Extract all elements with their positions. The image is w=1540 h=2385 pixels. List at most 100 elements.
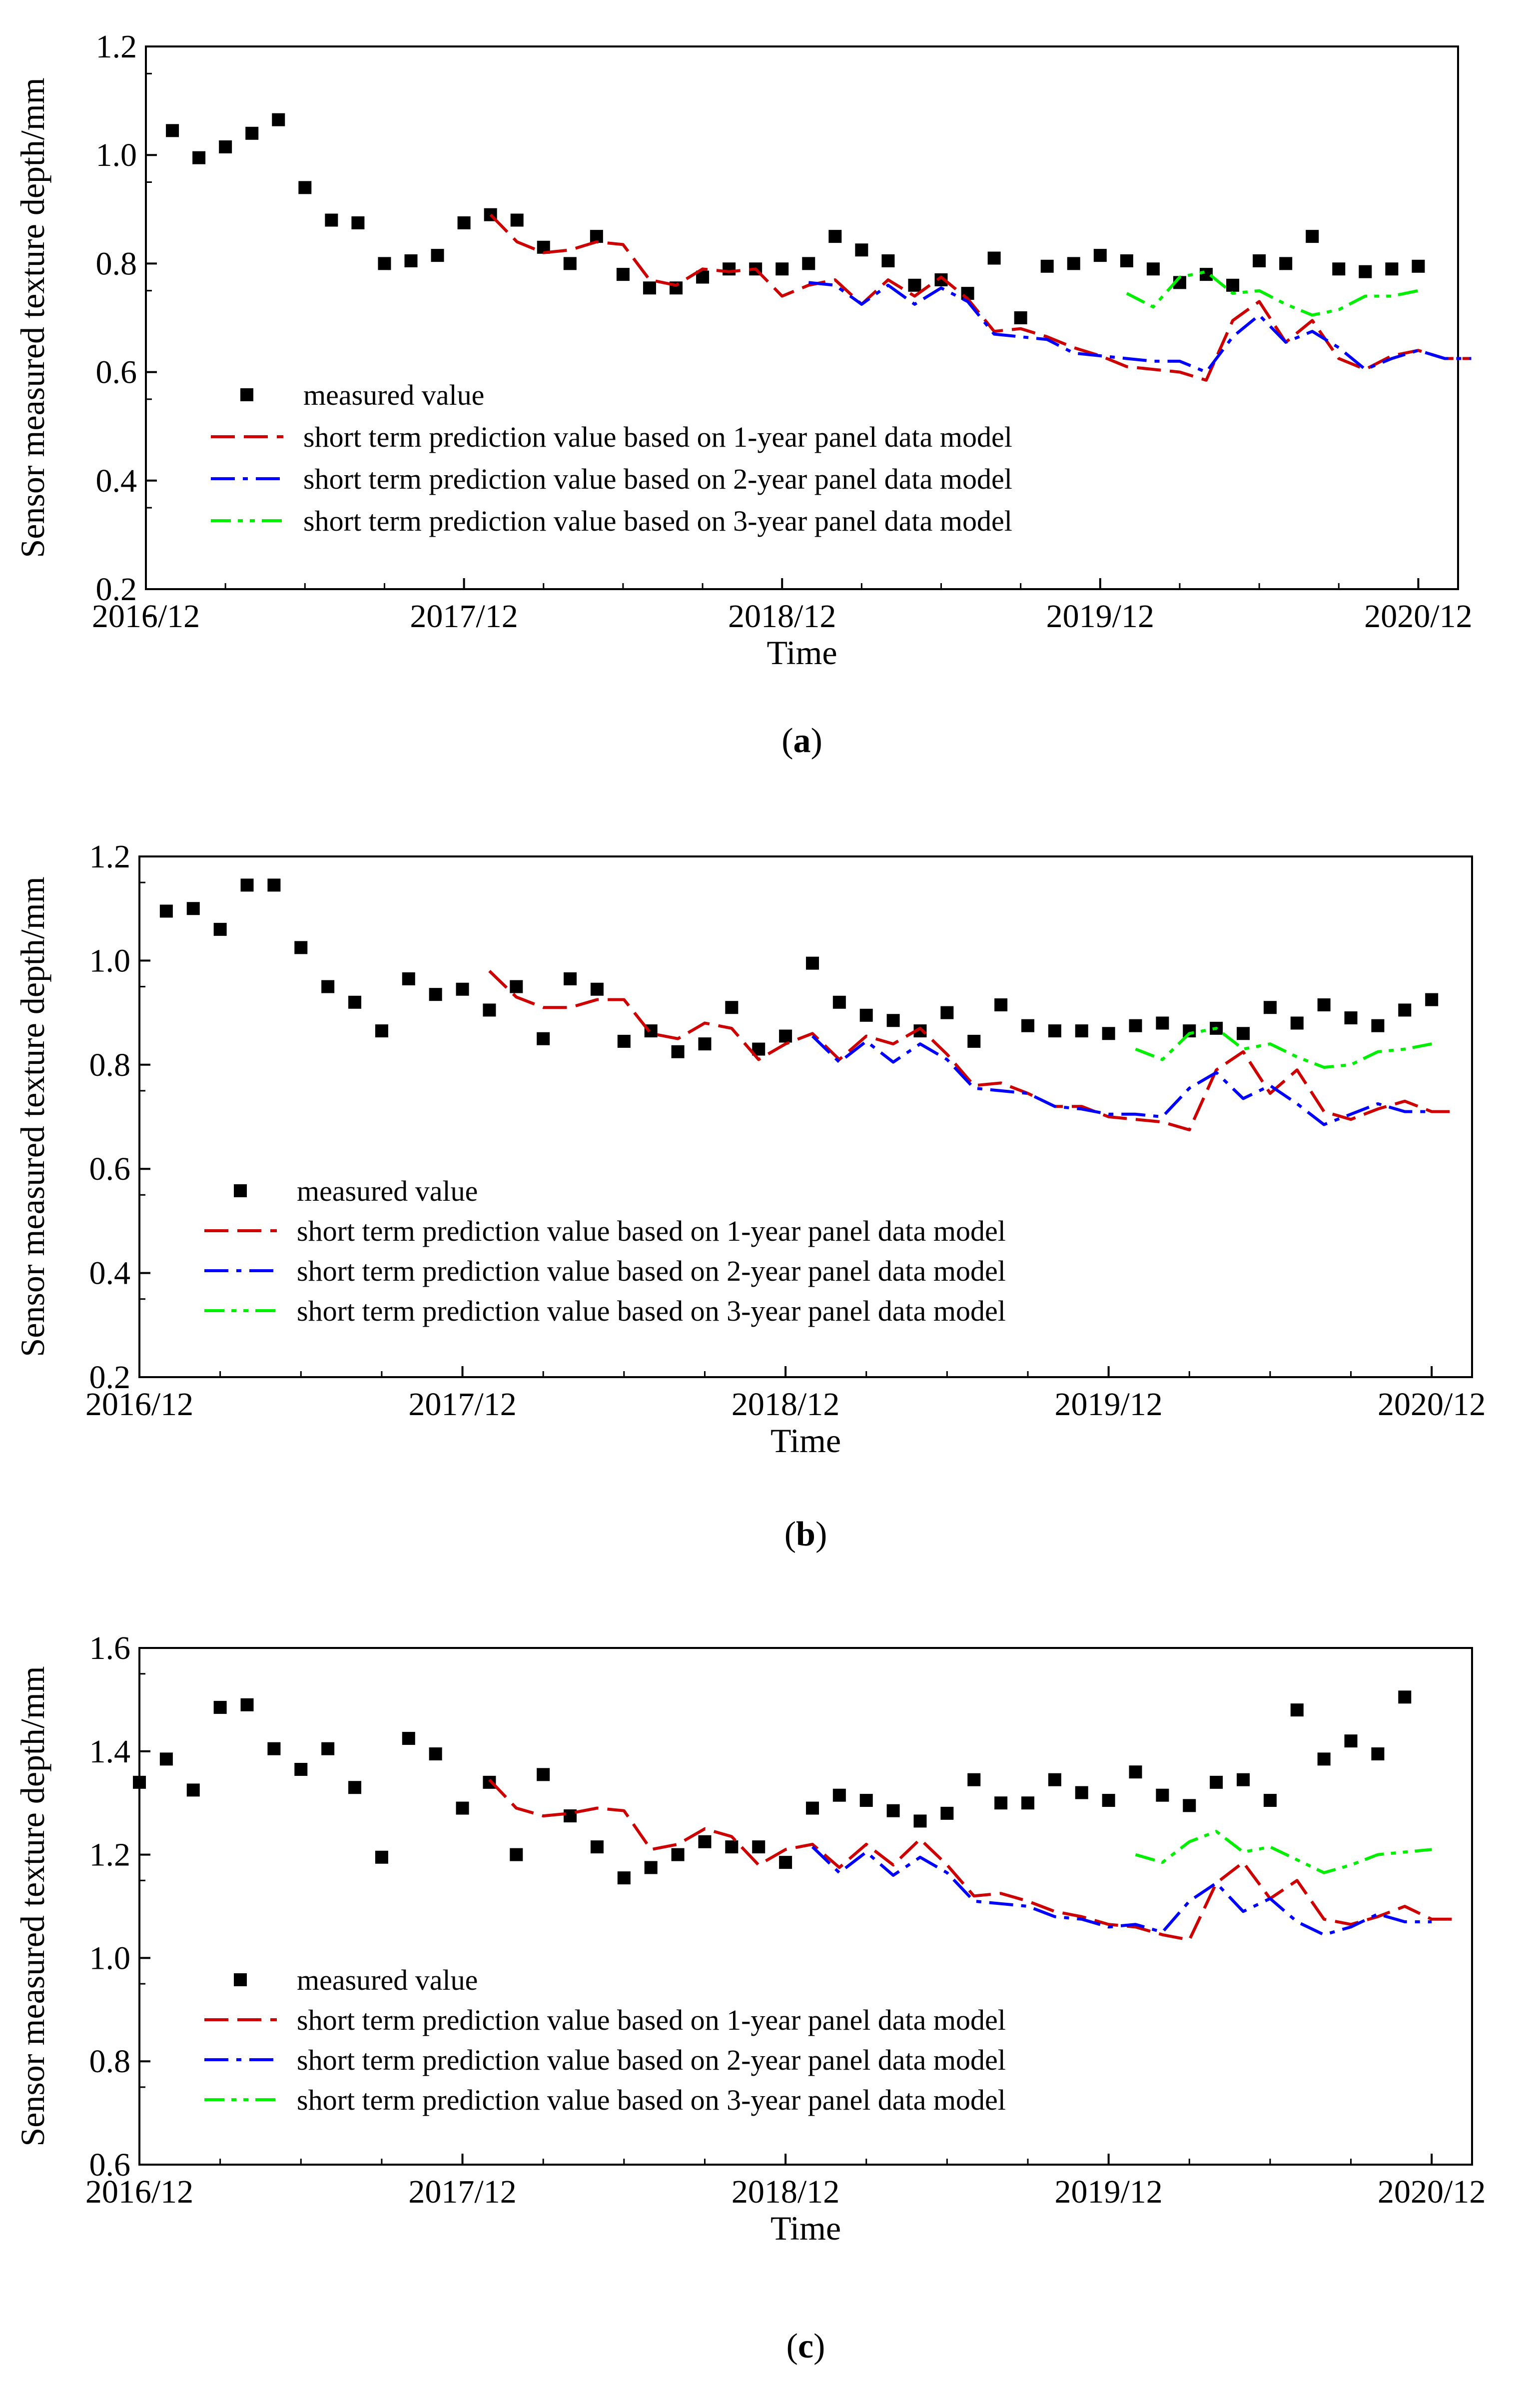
measured-point [1210,1775,1223,1789]
prediction-line-dash-dot [808,281,1472,374]
legend-label: short term prediction value based on 2-y… [303,463,1012,495]
legend-label: measured value [303,379,484,411]
legend-label: short term prediction value based on 1-y… [303,421,1012,453]
chart-panel-b: 0.2 0.4 0.6 0.8 1.0 1.2 2016/12 2017/12 2018/12 2… [13,838,1486,1554]
measured-point [1226,278,1240,292]
measured-point [240,1698,254,1711]
legend-label: short term prediction value based on 3-y… [303,505,1012,537]
measured-point [213,922,227,936]
y-tick-label: 1.0 [89,1940,131,1976]
measured-point [1290,1016,1304,1030]
measured-point [1425,993,1439,1006]
measured-point [987,251,1001,265]
measured-point [994,998,1008,1011]
measured-point [240,878,254,892]
measured-point [483,1003,496,1017]
measured-point [159,904,173,918]
y-tick-label: 1.2 [89,1837,131,1873]
measured-point [881,254,895,267]
x-tick-label: 2016/12 [85,1386,193,1423]
measured-point [832,995,846,1009]
measured-point [1237,1773,1250,1786]
prediction-line-dash-dot [811,1845,1432,1936]
prediction-line-dash-dot-dot [1126,270,1419,317]
measured-point [1021,1796,1034,1810]
measured-point [510,1848,523,1861]
y-tick-label: 0.6 [89,1151,131,1187]
x-tick-label: 2018/12 [728,598,836,635]
measured-point [1048,1773,1061,1786]
measured-point [483,1775,496,1789]
y-tick-label: 1.6 [89,1630,131,1666]
x-tick-label: 2019/12 [1046,598,1154,635]
measured-point [644,1861,658,1874]
x-axis-title: Time [770,1422,841,1460]
measured-point [510,980,523,993]
measured-point [1290,1703,1304,1717]
y-tick-label: 0.6 [96,354,137,391]
measured-point [1398,1003,1412,1017]
legend-label: measured value [297,1175,478,1207]
prediction-line-dash-dot-dot [1135,1026,1432,1069]
chart-panel-c: 0.6 0.8 1.0 1.2 1.4 1.6 2016/12 2017/12 2018/12 2… [13,1630,1486,2366]
measured-point [166,124,179,137]
x-tick-label: 2018/12 [732,1386,839,1423]
measured-point [321,980,335,993]
measured-point [404,254,418,267]
measured-point [698,1835,712,1848]
measured-point [908,278,921,292]
measured-point [294,941,308,954]
measured-point [1237,1027,1250,1040]
legend-marker [240,388,253,401]
legend-label: short term prediction value based on 3-y… [297,1295,1006,1327]
measured-point [537,1032,550,1045]
measured-point [537,1768,550,1781]
x-tick-label: 2016/12 [85,2174,193,2210]
measured-point [1332,262,1346,276]
measured-point [351,216,365,229]
measured-point [1263,1001,1277,1014]
measured-point [590,982,604,996]
measured-point [1253,254,1266,267]
y-tick-label: 0.4 [96,463,137,499]
y-tick-label: 0.8 [89,1047,131,1083]
panel-caption: (a) [781,722,822,760]
measured-point [1156,1788,1169,1802]
measured-point [456,1801,469,1815]
measured-point [1371,1747,1385,1760]
y-tick-label: 0.8 [96,245,137,282]
y-tick-label: 0.2 [89,1359,131,1396]
measured-point [325,213,338,227]
measured-point [886,1804,900,1817]
measured-point [725,1840,739,1854]
measured-point [272,113,285,126]
y-tick-label: 0.2 [96,571,137,608]
measured-point [590,1840,604,1854]
y-axis-title: Sensor measured texture depth/mm [13,1666,51,2146]
y-tick-label: 1.0 [96,137,137,173]
measured-point [219,140,232,153]
measured-point [192,151,206,164]
measured-point [859,1008,873,1022]
measured-point [1359,265,1372,278]
chart-panel-a: 0.2 0.4 0.6 0.8 1.0 1.2 2016/12 2017/12 2018/12 2… [13,28,1473,760]
measured-point [994,1796,1008,1810]
measured-point [1067,257,1080,270]
legend-label: short term prediction value based on 3-y… [297,2084,1006,2116]
y-axis-title: Sensor measured texture depth/mm [13,77,51,558]
measured-point [1021,1019,1034,1032]
measured-point [1344,1734,1358,1748]
measured-point [1263,1794,1277,1807]
y-axis-title: Sensor measured texture depth/mm [13,876,51,1357]
measured-point [1412,259,1425,273]
legend-marker [234,1973,247,1986]
measured-point [1048,1024,1061,1038]
measured-point [1317,1752,1331,1766]
measured-point [294,1762,308,1776]
x-tick-label: 2017/12 [410,598,518,635]
panel-label: c [798,2327,813,2366]
x-tick-label: 2016/12 [92,598,200,635]
legend-label: short term prediction value based on 1-y… [297,2004,1006,2036]
measured-point [725,1001,739,1014]
measured-point [671,1045,685,1058]
